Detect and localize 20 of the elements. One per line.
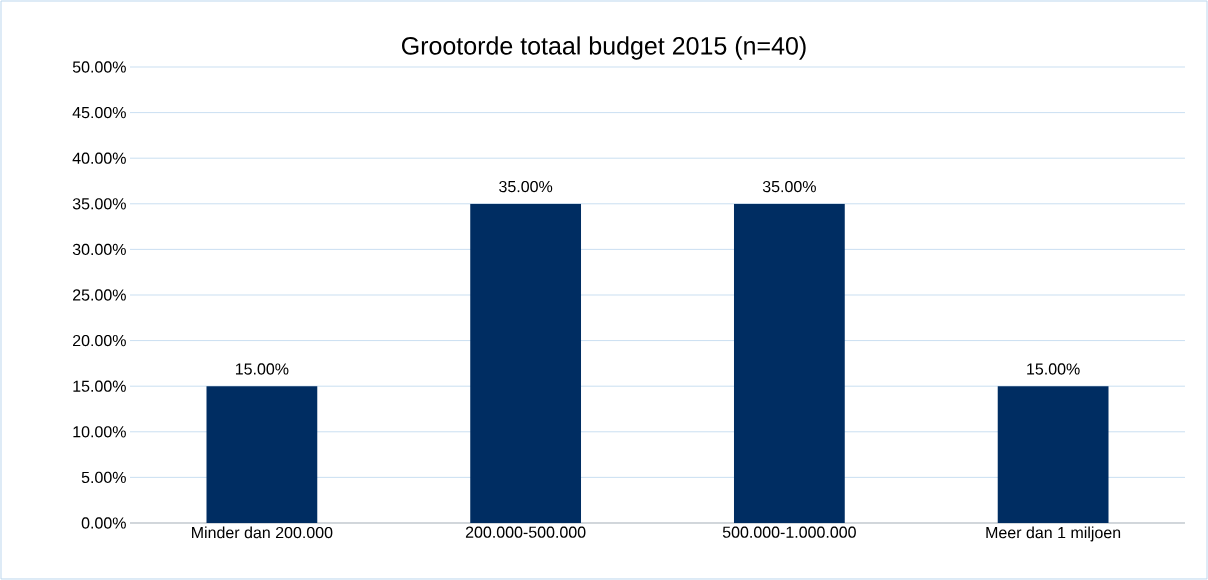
x-tick-label: 500.000-1.000.000 [722, 526, 856, 538]
x-tick-label: Meer dan 1 miljoen [986, 526, 1121, 542]
y-tick-label: 25.00% [73, 289, 126, 301]
y-tick-label: 35.00% [72, 198, 126, 210]
x-tick-label: 200.000-500.000 [465, 526, 586, 538]
data-label: 15.00% [1027, 363, 1080, 375]
y-tick-label: 20.00% [73, 334, 126, 347]
y-tick-label: 40.00% [72, 152, 126, 164]
y-tick-label: 30.00% [72, 243, 126, 256]
y-tick-label: 50.00% [72, 61, 126, 73]
data-label: 35.00% [762, 180, 816, 193]
x-tick-label: Minder dan 200.000 [192, 526, 333, 539]
y-tick-label: 5.00% [81, 471, 126, 484]
data-label: 35.00% [499, 180, 553, 193]
y-tick-label: 0.00% [81, 517, 126, 529]
y-tick-label: 45.00% [72, 106, 126, 119]
y-tick-label: 10.00% [73, 426, 126, 438]
data-label: 15.00% [235, 363, 289, 375]
chart-title: Grootorde totaal budget 2015 (n=40) [401, 36, 806, 60]
y-tick-label: 15.00% [73, 380, 126, 392]
